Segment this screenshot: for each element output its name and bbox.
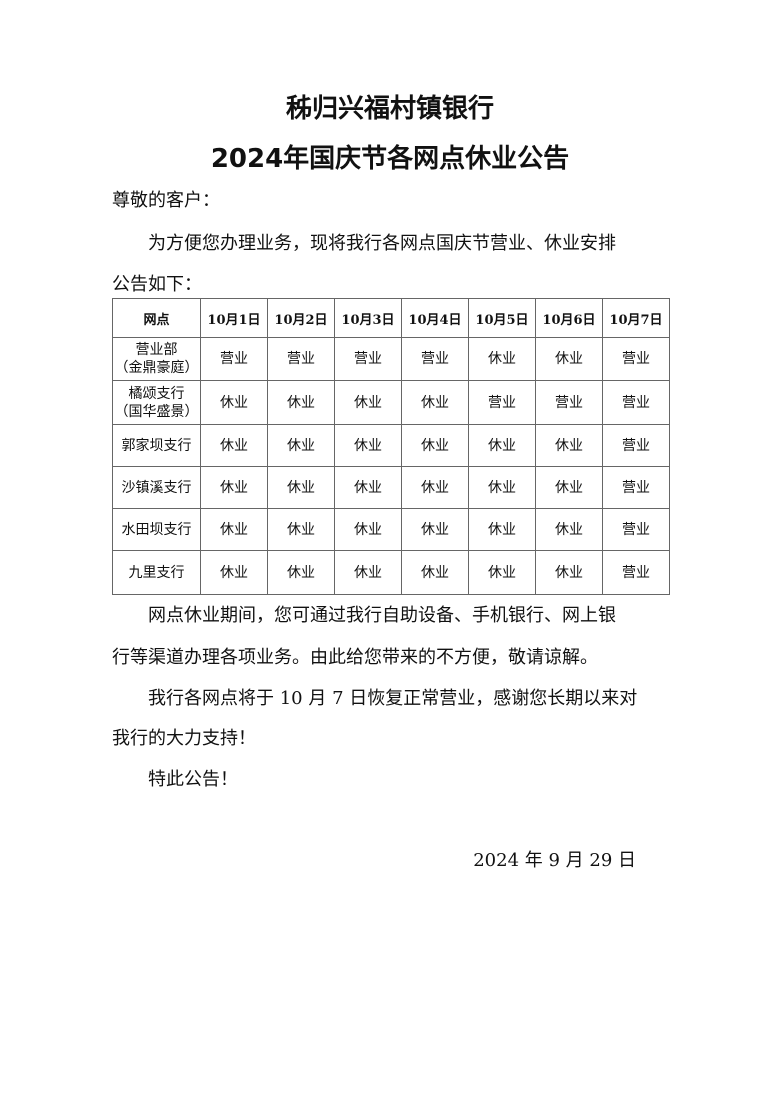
branch-cell: 九里支行 xyxy=(112,550,201,595)
status-cell: 营业 xyxy=(468,380,536,425)
status-cell: 休业 xyxy=(334,508,402,551)
status-cell: 休业 xyxy=(267,508,335,551)
table-row: 橘颂支行 （国华盛景） 休业 休业 休业 休业 营业 营业 营业 xyxy=(112,380,670,425)
status-cell: 休业 xyxy=(200,550,268,595)
status-cell: 休业 xyxy=(401,380,469,425)
status-cell: 休业 xyxy=(401,550,469,595)
branch-cell: 沙镇溪支行 xyxy=(112,466,201,509)
branch-cell: 水田坝支行 xyxy=(112,508,201,551)
table-row: 郭家坝支行 休业 休业 休业 休业 休业 休业 营业 xyxy=(112,424,670,467)
branch-name: 营业部 xyxy=(135,342,178,358)
status-cell: 营业 xyxy=(602,337,670,381)
branch-location: （国华盛景） xyxy=(114,403,199,420)
para2-line-1: 我行各网点将于 10 月 7 日恢复正常营业，感谢您长期以来对 xyxy=(148,688,638,709)
status-cell: 休业 xyxy=(200,424,268,467)
para2-line-2: 我行的大力支持！ xyxy=(112,728,256,749)
status-cell: 休业 xyxy=(468,337,536,381)
intro-line-1: 为方便您办理业务，现将我行各网点国庆节营业、休业安排 xyxy=(148,233,616,254)
status-cell: 营业 xyxy=(334,337,402,381)
status-cell: 休业 xyxy=(535,508,603,551)
header-day: 10月1日 xyxy=(200,298,268,338)
status-cell: 休业 xyxy=(200,508,268,551)
status-cell: 休业 xyxy=(468,466,536,509)
status-cell: 休业 xyxy=(401,424,469,467)
table-row: 九里支行 休业 休业 休业 休业 休业 休业 营业 xyxy=(112,550,670,595)
status-cell: 营业 xyxy=(602,380,670,425)
status-cell: 休业 xyxy=(468,424,536,467)
status-cell: 休业 xyxy=(468,550,536,595)
status-cell: 休业 xyxy=(535,424,603,467)
status-cell: 休业 xyxy=(334,424,402,467)
status-cell: 休业 xyxy=(535,337,603,381)
header-day: 10月4日 xyxy=(401,298,469,338)
header-branch: 网点 xyxy=(112,298,201,338)
status-cell: 营业 xyxy=(535,380,603,425)
para1-line-1: 网点休业期间，您可通过我行自助设备、手机银行、网上银 xyxy=(148,605,616,626)
branch-cell: 营业部 （金鼎豪庭） xyxy=(112,337,201,381)
table-row: 沙镇溪支行 休业 休业 休业 休业 休业 休业 营业 xyxy=(112,466,670,509)
status-cell: 休业 xyxy=(200,380,268,425)
status-cell: 休业 xyxy=(401,466,469,509)
branch-name: 水田坝支行 xyxy=(121,521,192,538)
date: 2024 年 9 月 29 日 xyxy=(473,850,636,871)
status-cell: 休业 xyxy=(200,466,268,509)
status-cell: 休业 xyxy=(267,380,335,425)
status-cell: 营业 xyxy=(602,466,670,509)
table-row: 营业部 （金鼎豪庭） 营业 营业 营业 营业 休业 休业 营业 xyxy=(112,337,670,381)
header-day: 10月2日 xyxy=(267,298,335,338)
header-day: 10月6日 xyxy=(535,298,603,338)
title-notice: 2024年国庆节各网点休业公告 xyxy=(210,144,570,174)
branch-name: 郭家坝支行 xyxy=(121,437,192,454)
intro-line-2: 公告如下： xyxy=(112,274,202,295)
status-cell: 休业 xyxy=(468,508,536,551)
closing: 特此公告！ xyxy=(148,769,238,790)
status-cell: 休业 xyxy=(535,550,603,595)
title-bank-name: 秭归兴福村镇银行 xyxy=(285,94,494,124)
header-day: 10月7日 xyxy=(602,298,670,338)
status-cell: 营业 xyxy=(602,424,670,467)
status-cell: 休业 xyxy=(535,466,603,509)
branch-name: 九里支行 xyxy=(128,564,185,581)
para1-line-2: 行等渠道办理各项业务。由此给您带来的不方便，敬请谅解。 xyxy=(112,647,598,668)
table-header-row: 网点 10月1日 10月2日 10月3日 10月4日 10月5日 10月6日 10月7日 xyxy=(112,298,670,338)
status-cell: 营业 xyxy=(200,337,268,381)
branch-cell: 橘颂支行 （国华盛景） xyxy=(112,380,201,425)
header-day: 10月3日 xyxy=(334,298,402,338)
status-cell: 休业 xyxy=(334,550,402,595)
branch-location: （金鼎豪庭） xyxy=(114,360,199,376)
status-cell: 休业 xyxy=(267,466,335,509)
branch-name: 沙镇溪支行 xyxy=(121,479,192,496)
status-cell: 休业 xyxy=(267,550,335,595)
status-cell: 营业 xyxy=(267,337,335,381)
header-day: 10月5日 xyxy=(468,298,536,338)
status-cell: 营业 xyxy=(401,337,469,381)
status-cell: 休业 xyxy=(267,424,335,467)
status-cell: 营业 xyxy=(602,508,670,551)
status-cell: 休业 xyxy=(401,508,469,551)
branch-cell: 郭家坝支行 xyxy=(112,424,201,467)
status-cell: 营业 xyxy=(602,550,670,595)
branch-name: 橘颂支行 xyxy=(128,385,185,402)
status-cell: 休业 xyxy=(334,380,402,425)
schedule-table: 网点 10月1日 10月2日 10月3日 10月4日 10月5日 10月6日 10月7日 营业… xyxy=(112,298,670,595)
table-row: 水田坝支行 休业 休业 休业 休业 休业 休业 营业 xyxy=(112,508,670,551)
status-cell: 休业 xyxy=(334,466,402,509)
greeting: 尊敬的客户： xyxy=(112,190,220,211)
